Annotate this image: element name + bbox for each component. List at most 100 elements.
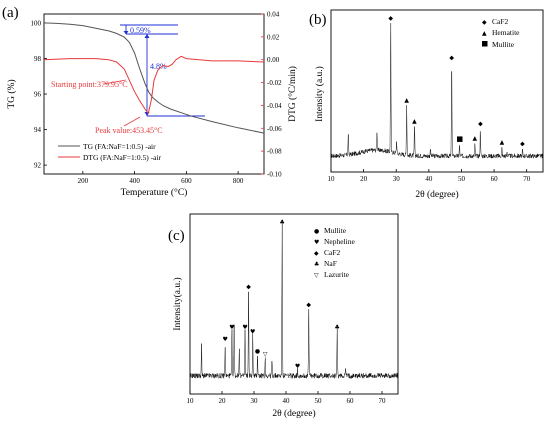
panel-a-y-tick-label: 92 <box>34 162 42 170</box>
marker-hematite: ▲ <box>473 135 478 142</box>
marker-mullite <box>457 136 463 142</box>
panel-x-tick-label: 20 <box>360 175 368 183</box>
panel-a-y-label: TG (%) <box>6 79 17 108</box>
panel-b-xrd-pattern <box>330 23 544 159</box>
mass-loss-2-arrowhead-top <box>144 34 150 38</box>
panel-c-x-ticks: 10 20 30 40 50 60 70 <box>187 391 387 405</box>
legend-c-naf-label: NaF <box>324 259 337 268</box>
panel-a-y-tick-label: 96 <box>34 91 42 99</box>
marker-hematite: ▲ <box>412 118 417 125</box>
panel-c-legend: ● Mullite ♥ Nepheline ◆ CaF2 ♣ NaF ▽ Laz… <box>314 226 355 279</box>
legend-b-caf2-label: CaF2 <box>492 17 509 26</box>
panel-a-y-tick-label: 98 <box>34 55 42 63</box>
panel-a-x-label: Temperature (°C) <box>121 187 188 198</box>
panel-a-legend: TG (FA:NaF=1:0.5) -air DTG (FA:NaF=1:0.5… <box>58 142 162 162</box>
legend-dtg-label: DTG (FA:NaF=1:0.5) -air <box>83 153 162 162</box>
legend-b-mullite-label: Mullite <box>492 40 515 49</box>
starting-point-pointer <box>103 79 127 85</box>
panel-a-y-right-tick-label: -0.04 <box>267 102 282 110</box>
mass-loss-1-label: 0.59% <box>130 26 151 35</box>
panel-b-label: (b) <box>309 12 327 28</box>
marker-caf2: ◆ <box>520 140 525 147</box>
panel-a-y-right-tick-label: -0.08 <box>267 148 282 156</box>
legend-b-mullite-symbol <box>482 41 488 47</box>
mass-loss-1-arrowhead <box>123 31 129 35</box>
panel-a-y-right-label: DTG (°C/min) <box>287 66 298 122</box>
panel-x-tick-label: 40 <box>425 175 433 183</box>
legend-c-caf2-symbol: ◆ <box>314 250 319 257</box>
panel-c-phase-markers: ♥♥ ♥◆♥● ▽♣♥◆♣ <box>223 219 340 370</box>
panel-a-y-tick-label: 94 <box>34 126 42 134</box>
legend-c-lazurite-symbol: ▽ <box>314 272 319 279</box>
marker-caf2: ◆ <box>478 121 483 128</box>
marker-caf2: ◆ <box>388 15 393 22</box>
panel-a-y-ticks: 92 94 96 98 100 <box>31 19 47 170</box>
panel-x-tick-label: 40 <box>283 397 291 405</box>
panel-c-y-label: Intensity(a.u.) <box>172 277 183 330</box>
panel-x-tick-label: 60 <box>347 397 355 405</box>
panel-x-tick-label: 50 <box>315 397 323 405</box>
panel-a-annotations: 0.59% 4.8% Starting point:379.95°C Peak … <box>51 24 205 135</box>
legend-c-nepheline-label: Nepheline <box>324 237 355 246</box>
panel-b-plot-frame <box>330 9 544 173</box>
panel-a-x-tick-label: 200 <box>78 177 89 185</box>
marker-nepheline: ♥ <box>250 329 255 336</box>
panel-c-label: (c) <box>168 228 185 244</box>
legend-c-caf2-label: CaF2 <box>324 248 341 257</box>
panel-x-tick-label: 60 <box>491 175 499 183</box>
panel-a-x-tick-label: 600 <box>181 177 192 185</box>
panel-a-y-right-tick-label: -0.02 <box>267 79 282 87</box>
legend-tg-label: TG (FA:NaF=1:0.5) -air <box>83 142 156 151</box>
panel-b-x-ticks: 10 20 30 40 50 60 70 <box>328 169 531 183</box>
marker-nepheline: ♥ <box>229 324 234 331</box>
panel-c-xrd-pattern <box>189 223 399 379</box>
marker-caf2: ◆ <box>449 55 454 62</box>
panel-c-x-label: 2θ (degree) <box>272 408 315 419</box>
legend-b-hematite-label: Hematite <box>492 28 520 37</box>
panel-x-tick-label: 30 <box>393 175 401 183</box>
marker-naf: ♣ <box>279 219 284 226</box>
marker-nepheline: ♥ <box>223 336 228 343</box>
panel-a-y-right-tick-label: -0.10 <box>267 171 282 179</box>
panel-b-legend: ◆ CaF2 ▲ Hematite Mullite <box>482 17 520 49</box>
panel-a-y-right-tick-label: 0.02 <box>267 33 280 41</box>
panel-a-y-right-ticks: 0.04 0.02 0.00 -0.02 -0.04 -0.06 -0.08 -0.10 <box>261 11 282 179</box>
panel-b-x-label: 2θ (degree) <box>415 189 458 200</box>
peak-value-label: Peak value:453.45°C <box>95 126 163 135</box>
panel-x-tick-label: 70 <box>379 397 387 405</box>
marker-hematite: ▲ <box>404 97 409 104</box>
panel-a-y-right-tick-label: 0.00 <box>267 56 280 64</box>
panel-x-tick-label: 50 <box>458 175 466 183</box>
mass-loss-2-label: 4.8% <box>150 62 167 71</box>
marker-nepheline: ♥ <box>295 363 300 370</box>
marker-mullite: ● <box>255 348 260 355</box>
legend-c-lazurite-label: Lazurite <box>324 270 350 279</box>
starting-point-label: Starting point:379.95°C <box>51 80 128 89</box>
panel-x-tick-label: 10 <box>328 175 336 183</box>
panel-a-y-right-tick-label: 0.04 <box>267 11 280 19</box>
panel-a-y-right-tick-label: -0.06 <box>267 125 282 133</box>
panel-c: (c) 10 20 30 40 50 60 70 2θ (degree) Intensity… <box>168 213 399 419</box>
legend-c-naf-symbol: ♣ <box>314 261 319 268</box>
marker-nepheline: ♥ <box>242 324 247 331</box>
marker-hematite: ▲ <box>500 139 505 146</box>
marker-naf: ♣ <box>335 324 340 331</box>
marker-lazurite: ▽ <box>263 351 268 358</box>
panel-x-tick-label: 10 <box>187 397 195 405</box>
legend-c-mullite-symbol: ● <box>314 228 319 235</box>
series-tg-line <box>43 22 265 134</box>
marker-caf2: ◆ <box>306 302 311 309</box>
legend-b-hematite-symbol: ▲ <box>482 30 487 37</box>
panel-b: (b) 10 20 30 40 50 60 70 2θ (degree) Intensity… <box>309 9 544 200</box>
panel-x-tick-label: 70 <box>523 175 531 183</box>
panel-a-x-ticks: 200 400 600 800 <box>78 171 244 185</box>
legend-b-caf2-symbol: ◆ <box>482 19 487 26</box>
panel-c-plot-frame <box>189 213 399 395</box>
panel-x-tick-label: 30 <box>251 397 259 405</box>
legend-c-mullite-label: Mullite <box>324 226 347 235</box>
panel-a-x-tick-label: 400 <box>129 177 140 185</box>
panel-b-y-label: Intensity (a.u.) <box>314 66 325 122</box>
peak-value-pointer <box>123 116 141 127</box>
